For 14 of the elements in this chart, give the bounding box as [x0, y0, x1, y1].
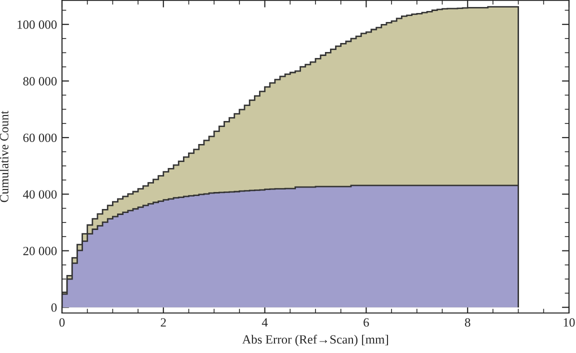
y-axis-title: Cumulative Count — [0, 110, 8, 202]
y-tick-label: 20 000 — [23, 246, 57, 256]
y-tick-label: 0 — [51, 303, 57, 312]
y-tick-label: 60 000 — [23, 134, 57, 142]
x-tick-label: 2 — [160, 318, 166, 327]
x-tick-label: 6 — [364, 318, 369, 327]
x-tick-label: 8 — [464, 318, 470, 327]
y-tick-label: 40 000 — [23, 190, 57, 199]
y-tick-label: 80 000 — [23, 77, 57, 86]
y-tick-label: 100 000 — [18, 20, 57, 29]
x-tick-label: 10 — [564, 318, 575, 327]
x-axis-title: Abs Error (Ref→Scan) [mm] — [242, 334, 388, 346]
x-tick-label: 4 — [262, 318, 268, 327]
x-tick-label: 0 — [59, 318, 65, 327]
